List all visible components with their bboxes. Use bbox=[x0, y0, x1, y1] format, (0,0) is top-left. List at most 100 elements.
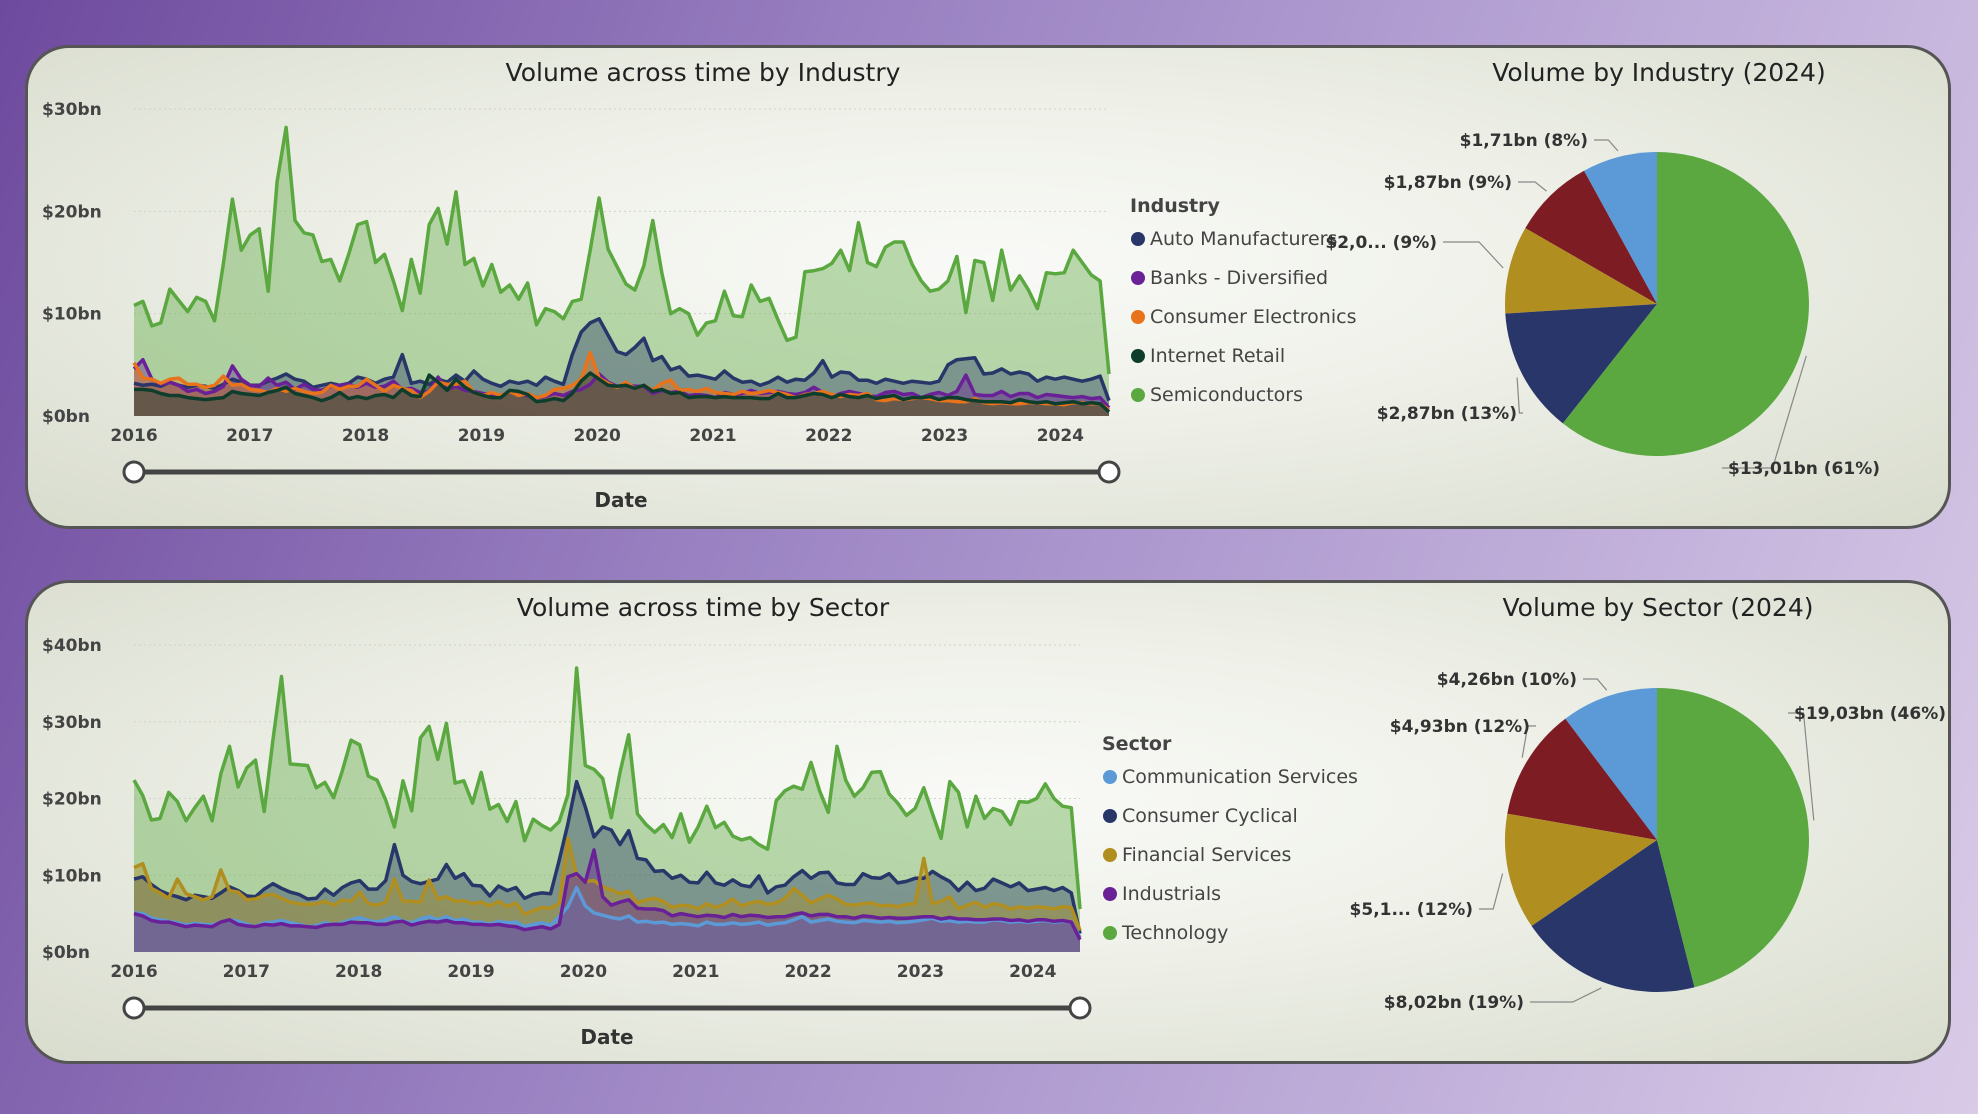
industry-legend-item-semiconductors[interactable]: Semiconductors bbox=[1150, 384, 1303, 406]
industry-panel: Volume across time by Industry $0bn $10bn… bbox=[25, 45, 1951, 529]
sector-pie-label-2: $5,1... (12%) bbox=[1350, 900, 1473, 920]
sector-legend-dot-communication-services bbox=[1103, 770, 1117, 784]
industry-area-line-auto-manufacturers bbox=[133, 317, 1111, 402]
industry-pie-slice-2[interactable] bbox=[1504, 228, 1657, 314]
industry-pie-slice-0[interactable] bbox=[1584, 152, 1657, 304]
sector-pie-chart: $4,26bn (10%) $4,93bn (12%) $5,1... (12%) $… bbox=[1350, 670, 1947, 1013]
industry-area-title: Volume across time by Industry bbox=[506, 58, 901, 87]
sector-area-chart: $0bn $10bn $20bn $30bn $40bn 2016 2017 2018 2019… bbox=[42, 636, 1082, 982]
sector-area-area-technology bbox=[134, 668, 1080, 952]
sector-slider-end-handle[interactable] bbox=[1068, 996, 1092, 1020]
sector-area-xtick-label: 2020 bbox=[560, 962, 607, 982]
sector-pie-slice-3[interactable] bbox=[1531, 840, 1695, 993]
sector-pie-slice-2[interactable] bbox=[1504, 813, 1657, 926]
sector-pie-slice-4[interactable] bbox=[1657, 688, 1809, 988]
industry-area-area-auto-manufacturers bbox=[134, 318, 1109, 416]
sector-legend-item-technology[interactable]: Technology bbox=[1121, 922, 1228, 944]
sector-pie-leader-3 bbox=[1530, 987, 1602, 1003]
sector-area-area-consumer-cyclical bbox=[134, 781, 1080, 952]
industry-pie-slice-4[interactable] bbox=[1562, 152, 1809, 456]
industry-area-xtick-label: 2020 bbox=[574, 426, 621, 446]
sector-area-xtick-label: 2016 bbox=[110, 962, 157, 982]
industry-area-area-internet-retail bbox=[134, 373, 1109, 416]
industry-area-xtick-label: 2023 bbox=[921, 426, 968, 446]
industry-pie-leader-3 bbox=[1516, 377, 1523, 414]
sector-legend-item-financial-services[interactable]: Financial Services bbox=[1122, 844, 1291, 866]
sector-area-line-financial-services bbox=[133, 836, 1082, 932]
industry-legend-title: Industry bbox=[1130, 195, 1220, 217]
industry-area-ytick-label: $0bn bbox=[42, 407, 90, 427]
industry-pie-leader-1 bbox=[1518, 181, 1547, 192]
sector-legend-item-communication-services[interactable]: Communication Services bbox=[1122, 766, 1358, 788]
sector-pie-label-4: $19,03bn (46%) bbox=[1794, 704, 1946, 724]
industry-area-xtick-label: 2022 bbox=[805, 426, 852, 446]
industry-area-xtick-label: 2018 bbox=[342, 426, 389, 446]
industry-date-slider[interactable] bbox=[122, 460, 1121, 484]
sector-pie-slice-1[interactable] bbox=[1507, 718, 1657, 840]
sector-area-ytick-label: $0bn bbox=[42, 943, 90, 963]
industry-pie-label-2: $2,0... (9%) bbox=[1325, 233, 1437, 253]
industry-panel-svg: Volume across time by Industry $0bn $10bn… bbox=[42, 58, 1880, 512]
industry-pie-chart: $1,71bn (8%) $1,87bn (9%) $2,0... (9%) $2,8… bbox=[1325, 131, 1880, 479]
sector-area-title: Volume across time by Sector bbox=[517, 593, 890, 622]
sector-pie-leader-0 bbox=[1583, 678, 1608, 691]
sector-legend-item-industrials[interactable]: Industrials bbox=[1122, 883, 1221, 905]
sector-pie-title: Volume by Sector (2024) bbox=[1503, 593, 1814, 622]
sector-panel-svg: Volume across time by Sector $0bn $10bn $2… bbox=[42, 593, 1947, 1049]
industry-area-ytick-label: $10bn bbox=[42, 305, 102, 325]
industry-date-label: Date bbox=[594, 488, 647, 512]
industry-legend-item-consumer-electronics[interactable]: Consumer Electronics bbox=[1150, 306, 1356, 328]
sector-area-xtick-label: 2023 bbox=[897, 962, 944, 982]
sector-area-line-technology bbox=[132, 666, 1082, 910]
sector-panel: Volume across time by Sector $0bn $10bn $2… bbox=[25, 580, 1951, 1064]
industry-area-xtick-label: 2021 bbox=[689, 426, 736, 446]
sector-area-ytick-label: $30bn bbox=[42, 713, 102, 733]
industry-pie-label-1: $1,87bn (9%) bbox=[1384, 173, 1512, 193]
sector-area-ytick-label: $20bn bbox=[42, 790, 102, 810]
sector-pie-label-0: $4,26bn (10%) bbox=[1437, 670, 1577, 690]
sector-pie-label-1: $4,93bn (12%) bbox=[1390, 717, 1530, 737]
sector-pie-slice-0[interactable] bbox=[1565, 688, 1657, 840]
sector-pie-leader-2 bbox=[1479, 873, 1504, 910]
industry-area-area-semiconductors bbox=[134, 127, 1109, 417]
industry-pie-label-3: $2,87bn (13%) bbox=[1377, 404, 1517, 424]
sector-date-label: Date bbox=[580, 1025, 633, 1049]
industry-area-line-semiconductors bbox=[133, 125, 1111, 375]
sector-area-ytick-label: $40bn bbox=[42, 636, 102, 656]
sector-area-xtick-label: 2019 bbox=[447, 962, 494, 982]
industry-area-chart: $0bn $10bn $20bn $30bn 2016 2017 2018 2019 2020 2… bbox=[42, 100, 1111, 446]
sector-area-xtick-label: 2024 bbox=[1009, 962, 1056, 982]
sector-area-xtick-label: 2017 bbox=[223, 962, 270, 982]
sector-legend-title: Sector bbox=[1102, 733, 1172, 755]
industry-legend-dot-internet-retail bbox=[1131, 349, 1145, 363]
industry-pie-slice-3[interactable] bbox=[1505, 304, 1657, 424]
sector-date-slider[interactable] bbox=[122, 996, 1092, 1020]
industry-pie-leader-2 bbox=[1443, 241, 1504, 269]
sector-pie-leader-4 bbox=[1788, 712, 1815, 821]
sector-legend: Sector Communication Services Consumer Cyc… bbox=[1102, 733, 1358, 944]
industry-area-xtick-label: 2024 bbox=[1037, 426, 1084, 446]
industry-pie-slice-1[interactable] bbox=[1525, 170, 1657, 304]
industry-pie-leader-4 bbox=[1722, 355, 1807, 469]
industry-area-ytick-label: $30bn bbox=[42, 100, 102, 120]
industry-legend-item-internet-retail[interactable]: Internet Retail bbox=[1150, 345, 1285, 367]
industry-area-line-internet-retail bbox=[134, 371, 1111, 414]
sector-legend-dot-technology bbox=[1103, 926, 1117, 940]
sector-legend-item-consumer-cyclical[interactable]: Consumer Cyclical bbox=[1122, 805, 1298, 827]
industry-pie-label-4: $13,01bn (61%) bbox=[1728, 459, 1880, 479]
industry-legend-dot-consumer-electronics bbox=[1131, 310, 1145, 324]
industry-legend-item-banks-diversified[interactable]: Banks - Diversified bbox=[1150, 267, 1328, 289]
sector-slider-start-handle[interactable] bbox=[122, 996, 146, 1020]
industry-legend-item-auto-manufacturers[interactable]: Auto Manufacturers bbox=[1150, 228, 1337, 250]
industry-legend-dot-semiconductors bbox=[1131, 388, 1145, 402]
sector-area-xtick-label: 2022 bbox=[784, 962, 831, 982]
sector-pie-leader-1 bbox=[1521, 725, 1536, 758]
industry-area-xtick-label: 2019 bbox=[458, 426, 505, 446]
industry-legend-dot-banks-diversified bbox=[1131, 271, 1145, 285]
sector-area-ytick-label: $10bn bbox=[42, 866, 102, 886]
industry-slider-start-handle[interactable] bbox=[122, 460, 146, 484]
industry-legend: Industry Auto Manufacturers Banks - Divers… bbox=[1130, 195, 1356, 406]
industry-pie-title: Volume by Industry (2024) bbox=[1492, 58, 1825, 87]
industry-slider-end-handle[interactable] bbox=[1097, 460, 1121, 484]
industry-legend-dot-auto-manufacturers bbox=[1131, 232, 1145, 246]
